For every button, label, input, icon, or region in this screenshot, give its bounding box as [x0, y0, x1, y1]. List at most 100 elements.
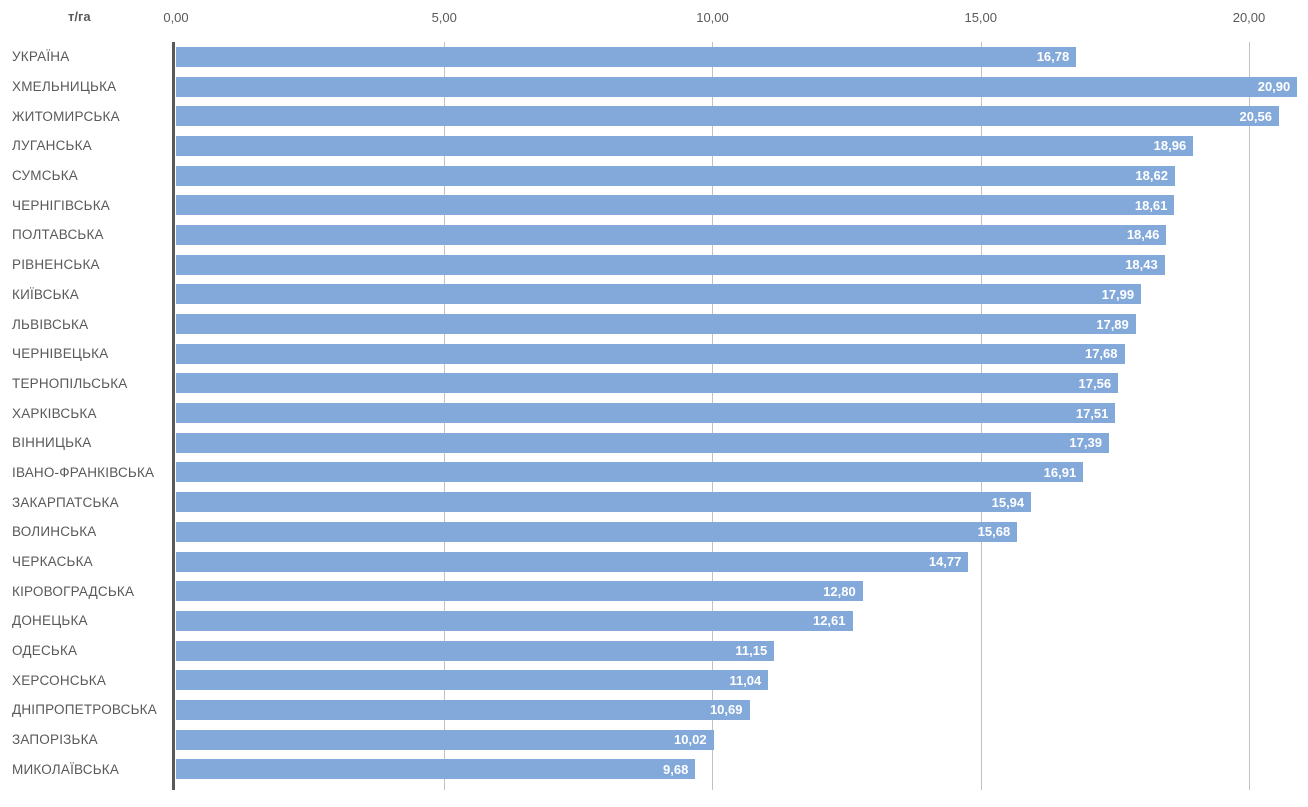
y-axis-line — [172, 42, 175, 790]
bar-row: 17,51 — [176, 398, 1308, 428]
bar: 20,90 — [176, 76, 1298, 97]
category-label: ВОЛИНСЬКА — [12, 524, 97, 540]
category-label: ОДЕСЬКА — [12, 643, 78, 659]
bar-value-label: 18,96 — [1153, 138, 1187, 154]
bar-row: 18,61 — [176, 190, 1308, 220]
bar: 17,89 — [176, 314, 1136, 335]
bar: 15,94 — [176, 492, 1032, 513]
bar-value-label: 16,91 — [1043, 464, 1077, 480]
bar-value-label: 14,77 — [928, 554, 962, 570]
bar: 18,46 — [176, 224, 1167, 245]
bar-row: 15,68 — [176, 517, 1308, 547]
category-label: ЖИТОМИРСЬКА — [12, 108, 120, 124]
bar: 12,61 — [176, 610, 853, 631]
bar: 17,56 — [176, 373, 1119, 394]
bar-value-label: 18,43 — [1125, 257, 1158, 273]
bar-value-label: 18,46 — [1126, 227, 1160, 243]
bar-row: 18,46 — [176, 220, 1308, 250]
bar-row: 15,94 — [176, 487, 1308, 517]
category-label: МИКОЛАЇВСЬКА — [12, 761, 120, 777]
bar-value-label: 12,80 — [823, 583, 856, 599]
bar-row: 16,91 — [176, 458, 1308, 488]
bar-row: 16,78 — [176, 42, 1308, 72]
bar-value-label: 15,94 — [991, 494, 1025, 510]
category-label: ЧЕРНІВЕЦЬКА — [12, 346, 109, 362]
bar-row: 18,62 — [176, 161, 1308, 191]
bar-row: 12,61 — [176, 606, 1308, 636]
bar-row: 18,96 — [176, 131, 1308, 161]
category-label: ВІННИЦЬКА — [12, 435, 92, 451]
bar: 17,51 — [176, 403, 1116, 424]
category-label: ЧЕРНІГІВСЬКА — [12, 197, 111, 213]
bar: 11,04 — [176, 670, 769, 691]
category-label: ЗАКАРПАТСЬКА — [12, 494, 119, 510]
bar: 18,43 — [176, 254, 1165, 275]
category-label: ХАРКІВСЬКА — [12, 405, 97, 421]
bar-row: 17,89 — [176, 309, 1308, 339]
bar: 20,56 — [176, 106, 1280, 127]
bar-row: 11,04 — [176, 665, 1308, 695]
category-label: КИЇВСЬКА — [12, 286, 79, 302]
bar-row: 10,02 — [176, 725, 1308, 755]
category-label: РІВНЕНСЬКА — [12, 257, 100, 273]
x-tick-label: 15,00 — [964, 10, 998, 25]
category-label: ДНІПРОПЕТРОВСЬКА — [12, 702, 157, 718]
plot-area: 16,78 20,90 20,56 18,96 18,62 18,61 18,46 18,43… — [172, 42, 1308, 790]
bar-row: 17,56 — [176, 369, 1308, 399]
bar-value-label: 17,68 — [1084, 346, 1118, 362]
bar-row: 10,69 — [176, 695, 1308, 725]
category-label: ЛЬВІВСЬКА — [12, 316, 89, 332]
category-label: ХЕРСОНСЬКА — [12, 672, 107, 688]
category-label: ДОНЕЦЬКА — [12, 613, 88, 629]
bar-value-label: 12,61 — [812, 613, 846, 629]
bar-value-label: 17,99 — [1101, 286, 1135, 302]
bar: 16,91 — [176, 462, 1084, 483]
bar-rows: 16,78 20,90 20,56 18,96 18,62 18,61 18,46 18,43… — [176, 42, 1308, 784]
bar-row: 18,43 — [176, 250, 1308, 280]
bar-value-label: 17,51 — [1075, 405, 1109, 421]
bar-value-label: 11,04 — [729, 672, 762, 688]
bar: 9,68 — [176, 759, 696, 780]
category-label: ХМЕЛЬНИЦЬКА — [12, 79, 117, 95]
bar-row: 14,77 — [176, 547, 1308, 577]
bar-value-label: 16,78 — [1036, 49, 1070, 65]
bar-value-label: 10,69 — [709, 702, 743, 718]
x-tick-label: 5,00 — [431, 10, 457, 25]
bar-value-label: 11,15 — [735, 643, 768, 659]
bar-value-label: 20,90 — [1257, 79, 1291, 95]
bar: 16,78 — [176, 46, 1077, 67]
bar-value-label: 15,68 — [977, 524, 1011, 540]
category-label: СУМСЬКА — [12, 168, 78, 184]
category-axis: УКРАЇНА ХМЕЛЬНИЦЬКА ЖИТОМИРСЬКА ЛУГАНСЬКА СУ… — [0, 42, 170, 784]
bar: 11,15 — [176, 640, 775, 661]
bar-value-label: 17,89 — [1096, 316, 1129, 332]
x-tick-label: 20,00 — [1232, 10, 1266, 25]
gridline — [1248, 42, 1250, 790]
bar-value-label: 18,61 — [1134, 197, 1168, 213]
category-label: ПОЛТАВСЬКА — [12, 227, 104, 243]
x-axis: 0,00 5,00 10,00 15,00 20,00 — [163, 10, 1308, 32]
category-label: ЗАПОРІЗЬКА — [12, 732, 98, 748]
bar-row: 17,68 — [176, 339, 1308, 369]
bar: 15,68 — [176, 521, 1018, 542]
bar-value-label: 20,56 — [1239, 108, 1273, 124]
x-tick-label: 10,00 — [696, 10, 729, 25]
x-tick-label: 0,00 — [163, 10, 189, 25]
bar: 14,77 — [176, 551, 969, 572]
bar-row: 20,56 — [176, 101, 1308, 131]
bar-value-label: 17,56 — [1078, 375, 1112, 391]
bar-row: 17,39 — [176, 428, 1308, 458]
bar-value-label: 10,02 — [674, 732, 707, 748]
unit-label: т/га — [68, 9, 91, 24]
bar: 18,62 — [176, 165, 1175, 186]
bar: 10,02 — [176, 729, 714, 750]
category-label: ТЕРНОПІЛЬСЬКА — [12, 375, 128, 391]
bar: 17,99 — [176, 284, 1142, 305]
bar: 17,39 — [176, 432, 1109, 453]
category-label: КІРОВОГРАДСЬКА — [12, 583, 135, 599]
bar: 17,68 — [176, 343, 1125, 364]
bar-value-label: 18,62 — [1135, 168, 1168, 184]
bar: 12,80 — [176, 581, 863, 602]
bar: 18,96 — [176, 135, 1194, 156]
bar-value-label: 9,68 — [663, 761, 689, 777]
